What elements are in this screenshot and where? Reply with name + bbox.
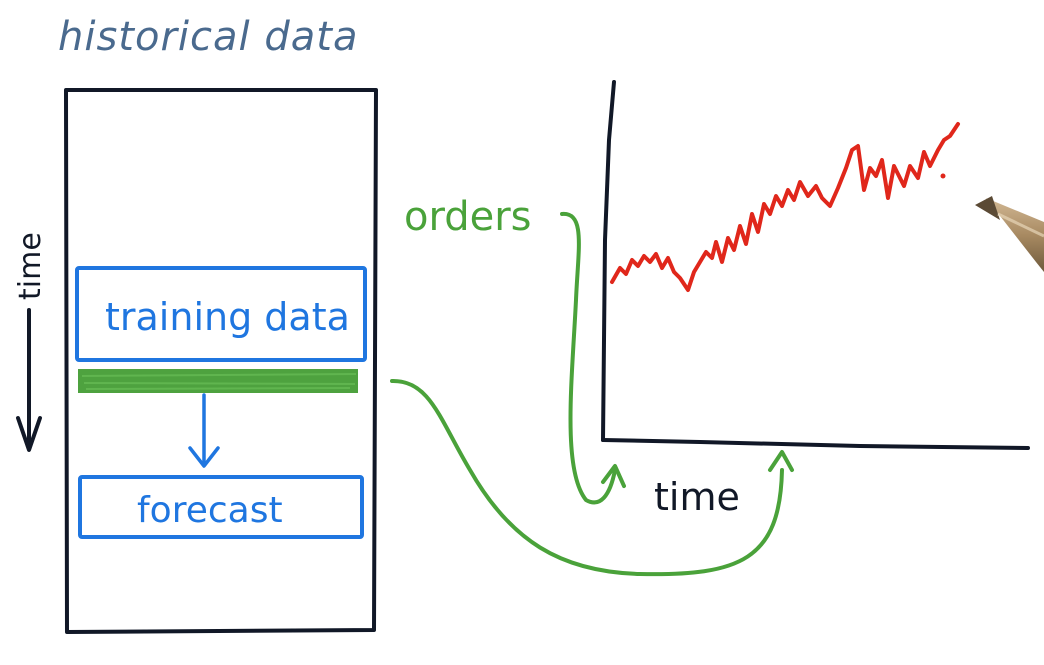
chart-x-axis [601,438,1030,450]
training-data-label: training data [105,295,350,339]
historical-data-title: historical data [58,14,358,60]
time-down-arrow [16,308,42,452]
forecast-box [78,475,364,539]
orders-arrow [560,211,617,505]
training-data-box [75,266,367,362]
test-band-texture [81,373,357,390]
orders-series-dot [940,173,946,179]
orders-series-line [610,122,960,292]
orders-arrowhead [601,464,626,488]
historical-data-box [64,88,378,634]
pen-icon [975,196,1044,272]
band-to-time-arrow [390,378,784,577]
time-axis-label: time [654,475,740,519]
chart-y-axis [601,80,616,442]
time-vertical-label: time [13,232,48,300]
orders-label: orders [404,194,532,240]
band-to-time-arrowhead [768,450,794,472]
band-to-forecast-arrow [188,393,220,468]
forecast-label: forecast [137,490,283,531]
